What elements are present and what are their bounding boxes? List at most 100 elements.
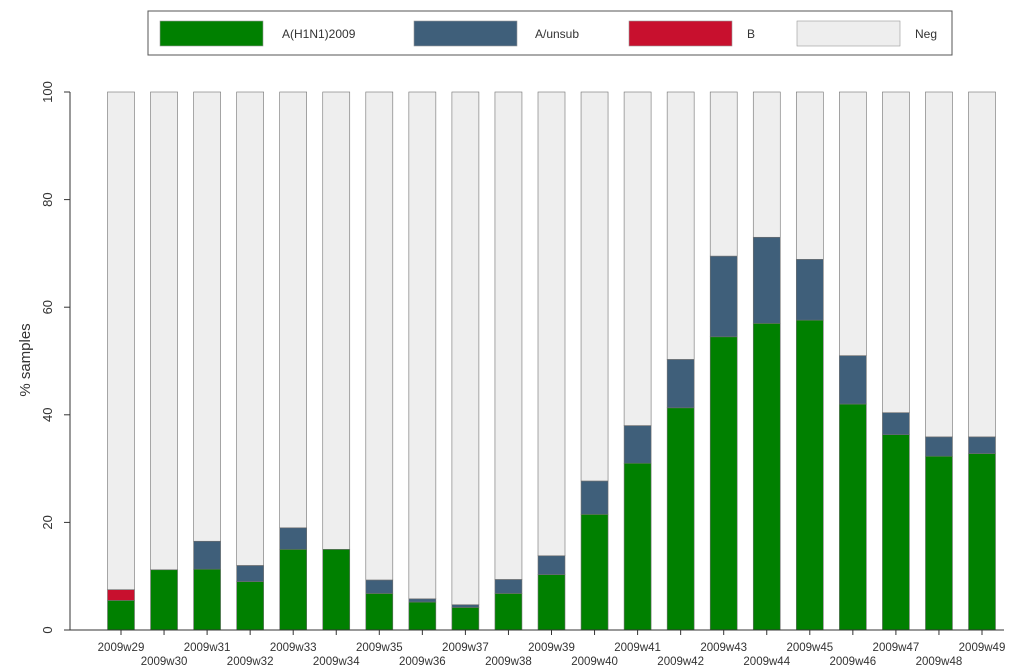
bar-segment-b-2009w29 (107, 589, 135, 601)
bar-segment-neg-2009w40 (580, 91, 609, 482)
legend-swatch-3 (796, 20, 901, 47)
bar-segment-a-unsub-2009w32 (236, 565, 264, 582)
x-tick-label-2009w33: 2009w33 (270, 642, 317, 654)
bar-segment-a-h1n1-2009-2009w31 (193, 568, 221, 631)
bar-segment-neg-2009w35 (365, 91, 394, 581)
bar-segment-a-h1n1-2009-2009w47 (882, 434, 910, 631)
x-tick-label-2009w44: 2009w44 (743, 656, 790, 668)
legend: A(H1N1)2009 A/unsub B Neg (147, 10, 953, 56)
bar-segment-a-unsub-2009w49 (968, 436, 996, 454)
y-tick-label: 60 (40, 300, 55, 314)
y-tick-label: 80 (40, 192, 55, 206)
x-tick-label-2009w47: 2009w47 (873, 642, 920, 654)
bar-segment-a-unsub-2009w38 (494, 579, 523, 594)
plot-area (107, 91, 996, 631)
x-tick-label-2009w48: 2009w48 (916, 656, 963, 668)
bar-segment-a-h1n1-2009-2009w38 (494, 593, 523, 631)
bar-segment-neg-2009w39 (537, 91, 566, 557)
bar-segment-a-h1n1-2009-2009w29 (107, 600, 135, 631)
bar-segment-neg-2009w43 (709, 91, 738, 257)
y-tick-label: 0 (40, 626, 55, 633)
x-tick-label-2009w43: 2009w43 (700, 642, 747, 654)
bar-segment-neg-2009w34 (322, 91, 351, 550)
bar-segment-a-unsub-2009w47 (882, 412, 910, 436)
bar-segment-neg-2009w46 (839, 91, 867, 356)
bar-segment-neg-2009w29 (107, 91, 135, 590)
bar-segment-neg-2009w33 (279, 91, 308, 529)
bar-segment-a-unsub-2009w35 (365, 579, 394, 594)
bar-segment-a-h1n1-2009-2009w46 (839, 403, 867, 631)
y-tick-label: 100 (40, 81, 55, 103)
bar-segment-a-unsub-2009w45 (795, 259, 824, 321)
x-tick-label-2009w31: 2009w31 (184, 642, 231, 654)
bar-segment-neg-2009w44 (752, 91, 781, 238)
bar-segment-a-unsub-2009w44 (752, 236, 781, 324)
bar-segment-a-unsub-2009w33 (279, 527, 308, 550)
bar-segment-a-unsub-2009w36 (408, 598, 437, 603)
bar-segment-a-h1n1-2009-2009w33 (279, 548, 308, 631)
bar-segment-a-h1n1-2009-2009w43 (709, 336, 738, 631)
y-tick-label: 40 (40, 408, 55, 422)
x-tick-label-2009w42: 2009w42 (657, 656, 704, 668)
x-tick-label-2009w39: 2009w39 (528, 642, 575, 654)
legend-label-1: A/unsub (535, 27, 579, 41)
bar-segment-neg-2009w36 (408, 91, 437, 600)
bar-segment-a-h1n1-2009-2009w37 (451, 607, 480, 631)
bar-segment-a-h1n1-2009-2009w44 (752, 323, 781, 631)
x-tick-label-2009w49: 2009w49 (959, 642, 1006, 654)
bar-segment-a-unsub-2009w42 (666, 359, 695, 409)
legend-swatch-2 (628, 20, 733, 47)
bar-segment-a-h1n1-2009-2009w41 (623, 462, 652, 631)
bar-segment-neg-2009w41 (623, 91, 652, 426)
bar-segment-a-h1n1-2009-2009w48 (925, 455, 953, 631)
bar-segment-neg-2009w48 (925, 91, 953, 438)
bar-segment-a-unsub-2009w43 (709, 255, 738, 338)
bar-segment-neg-2009w31 (193, 91, 221, 542)
x-tick-label-2009w37: 2009w37 (442, 642, 489, 654)
x-tick-label-2009w40: 2009w40 (571, 656, 618, 668)
bar-segment-a-h1n1-2009-2009w36 (408, 601, 437, 631)
bar-segment-a-unsub-2009w40 (580, 480, 609, 515)
bar-segment-neg-2009w47 (882, 91, 910, 413)
bar-segment-a-unsub-2009w48 (925, 436, 953, 457)
x-tick-label-2009w34: 2009w34 (313, 656, 360, 668)
y-tick-label: 20 (40, 515, 55, 529)
bar-segment-a-h1n1-2009-2009w35 (365, 593, 394, 631)
x-tick-label-2009w38: 2009w38 (485, 656, 532, 668)
bar-segment-a-unsub-2009w41 (623, 425, 652, 464)
bar-segment-neg-2009w42 (666, 91, 695, 360)
legend-swatch-0 (159, 20, 264, 47)
x-tick-label-2009w29: 2009w29 (98, 642, 145, 654)
y-axis: 0 20 40 60 80 100 (40, 81, 71, 634)
bar-segment-a-unsub-2009w46 (839, 355, 867, 405)
legend-label-3: Neg (915, 27, 937, 41)
legend-label-2: B (747, 27, 755, 41)
x-tick-label-2009w30: 2009w30 (141, 656, 188, 668)
bar-segment-a-h1n1-2009-2009w30 (150, 569, 178, 631)
bar-segment-a-h1n1-2009-2009w49 (968, 453, 996, 631)
bar-segment-a-h1n1-2009-2009w34 (322, 548, 351, 631)
x-tick-label-2009w46: 2009w46 (830, 656, 877, 668)
bar-segment-a-h1n1-2009-2009w39 (537, 574, 566, 631)
x-tick-label-2009w35: 2009w35 (356, 642, 403, 654)
bar-segment-a-h1n1-2009-2009w45 (795, 319, 824, 631)
y-axis-title: % samples (17, 323, 34, 396)
x-tick-label-2009w45: 2009w45 (786, 642, 833, 654)
bar-segment-a-h1n1-2009-2009w32 (236, 581, 264, 631)
bar-segment-a-h1n1-2009-2009w40 (580, 514, 609, 631)
bar-segment-neg-2009w45 (795, 91, 824, 260)
bar-segment-a-h1n1-2009-2009w42 (666, 407, 695, 631)
bar-segment-neg-2009w30 (150, 91, 178, 571)
bar-segment-a-unsub-2009w39 (537, 555, 566, 575)
x-tick-label-2009w36: 2009w36 (399, 656, 446, 668)
x-tick-label-2009w32: 2009w32 (227, 656, 274, 668)
x-axis: 2009w29 2009w30 2009w31 2009w32 2009w33 2009w… (70, 629, 1006, 668)
bar-segment-a-unsub-2009w37 (451, 604, 480, 608)
x-tick-label-2009w41: 2009w41 (614, 642, 661, 654)
bar-segment-a-unsub-2009w31 (193, 540, 221, 570)
bar-segment-neg-2009w37 (451, 91, 480, 606)
legend-label-0: A(H1N1)2009 (282, 27, 356, 41)
legend-swatch-1 (413, 20, 518, 47)
bar-segment-neg-2009w49 (968, 91, 996, 438)
